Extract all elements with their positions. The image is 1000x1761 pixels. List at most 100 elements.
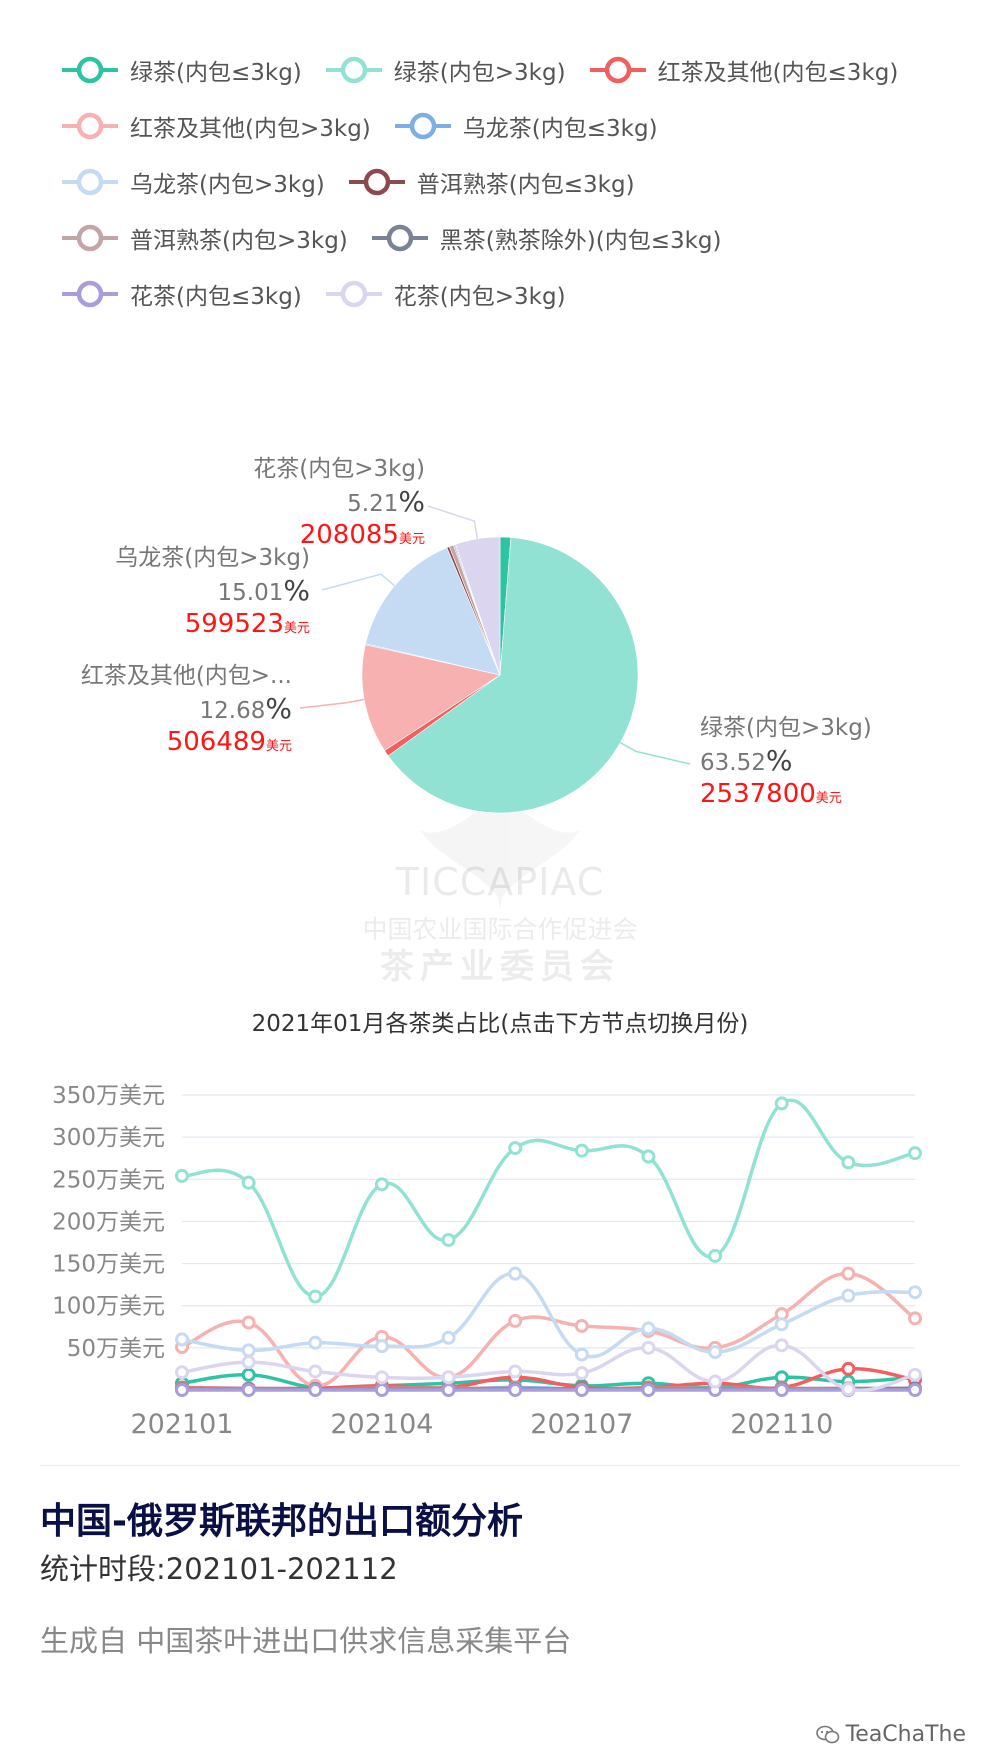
data-point[interactable] (774, 1096, 789, 1111)
data-point[interactable] (841, 1155, 856, 1170)
data-point[interactable] (508, 1313, 523, 1328)
chart-legend: 绿茶(内包≤3kg) 绿茶(内包>3kg) 红茶及其他(内包≤3kg) 红茶及其他(内… (60, 42, 960, 322)
data-point[interactable] (308, 1364, 323, 1379)
report-source: 生成自 中国茶叶进出口供求信息采集平台 (40, 1624, 572, 1658)
y-tick-label: 150万美元 (52, 1252, 165, 1278)
data-point[interactable] (175, 1383, 189, 1397)
pie-label-amount: 208085 (299, 519, 399, 550)
data-point[interactable] (841, 1382, 856, 1397)
x-tick-label: 202107 (530, 1409, 633, 1440)
data-point[interactable] (308, 1335, 323, 1350)
data-point[interactable] (508, 1383, 523, 1397)
data-point[interactable] (574, 1366, 589, 1381)
data-point[interactable] (241, 1367, 256, 1382)
legend-item[interactable]: 花茶(内包≤3kg) (60, 277, 302, 311)
pie-chart[interactable] (0, 440, 1000, 840)
divider (40, 1465, 960, 1466)
line-series (175, 1383, 922, 1397)
pie-leader-line (427, 505, 479, 539)
data-point[interactable] (908, 1285, 922, 1300)
pie-label-pct: 63.52 (700, 749, 766, 776)
data-point[interactable] (774, 1338, 789, 1353)
y-tick-label: 300万美元 (52, 1125, 165, 1151)
data-point[interactable] (841, 1266, 856, 1281)
data-point[interactable] (574, 1347, 589, 1362)
data-point[interactable] (908, 1311, 922, 1326)
legend-symbol-icon (348, 168, 405, 196)
data-point[interactable] (441, 1330, 456, 1345)
pie-label-green-tea-large: 绿茶(内包>3kg) 63.52% 2537800美元 (700, 714, 872, 810)
data-point[interactable] (708, 1345, 723, 1360)
data-point[interactable] (841, 1361, 856, 1376)
data-point[interactable] (374, 1177, 389, 1192)
legend-item[interactable]: 红茶及其他(内包≤3kg) (588, 53, 899, 87)
legend-item[interactable]: 普洱熟茶(内包>3kg) (60, 221, 348, 255)
data-point[interactable] (441, 1383, 456, 1397)
data-point[interactable] (241, 1343, 256, 1358)
data-point[interactable] (175, 1168, 189, 1183)
data-point[interactable] (908, 1146, 922, 1161)
data-point[interactable] (508, 1141, 523, 1156)
data-point[interactable] (241, 1383, 256, 1397)
legend-item[interactable]: 花茶(内包>3kg) (324, 277, 566, 311)
legend-symbol-icon (325, 280, 382, 308)
legend-item[interactable]: 黑茶(熟茶除外)(内包≤3kg) (370, 221, 722, 255)
data-point[interactable] (574, 1318, 589, 1333)
x-tick-label: 202104 (330, 1409, 433, 1440)
data-point[interactable] (241, 1355, 256, 1370)
data-point[interactable] (574, 1383, 589, 1397)
pie-label-unit: 美元 (398, 531, 425, 547)
legend-item[interactable]: 绿茶(内包≤3kg) (60, 53, 302, 87)
pie-label-oolong-large: 乌龙茶(内包>3kg) 15.01% 599523美元 (60, 544, 310, 640)
data-point[interactable] (641, 1321, 656, 1336)
data-point[interactable] (641, 1149, 656, 1164)
line-series (175, 1266, 922, 1362)
data-point[interactable] (241, 1315, 256, 1330)
data-point[interactable] (374, 1383, 389, 1397)
legend-item[interactable]: 乌龙茶(内包≤3kg) (393, 109, 658, 143)
pie-slice[interactable] (455, 536, 501, 676)
data-point[interactable] (908, 1383, 922, 1397)
pie-label-unit: 美元 (283, 620, 310, 636)
data-point[interactable] (508, 1364, 523, 1379)
data-point[interactable] (441, 1370, 456, 1385)
y-tick-label: 350万美元 (52, 1083, 165, 1109)
legend-label: 红茶及其他(内包≤3kg) (657, 60, 899, 86)
pie-slice[interactable] (365, 547, 501, 676)
pie-label-pct-sign: % (283, 573, 310, 607)
data-point[interactable] (774, 1383, 789, 1397)
data-point[interactable] (175, 1365, 189, 1380)
data-point[interactable] (441, 1232, 456, 1247)
legend-label: 花茶(内包>3kg) (393, 284, 566, 310)
data-point[interactable] (708, 1248, 723, 1263)
data-point[interactable] (908, 1367, 922, 1382)
data-point[interactable] (508, 1266, 523, 1281)
data-point[interactable] (841, 1288, 856, 1303)
data-point[interactable] (175, 1332, 189, 1347)
watermark-org-line1: 中国农业国际合作促进会 (362, 915, 637, 944)
legend-item[interactable]: 乌龙茶(内包>3kg) (60, 165, 325, 199)
x-tick-label: 202101 (130, 1409, 233, 1440)
y-tick-label: 100万美元 (52, 1294, 165, 1320)
pie-slice[interactable] (387, 537, 639, 814)
data-point[interactable] (308, 1289, 323, 1304)
data-point[interactable] (374, 1339, 389, 1354)
data-point[interactable] (241, 1175, 256, 1190)
pie-label-black-tea-large: 红茶及其他(内包>... 12.68% 506489美元 (60, 662, 292, 758)
data-point[interactable] (774, 1317, 789, 1332)
data-point[interactable] (641, 1383, 656, 1397)
pie-label-pct: 15.01 (217, 579, 284, 606)
pie-leader-line (299, 698, 365, 709)
data-point[interactable] (641, 1340, 656, 1355)
legend-item[interactable]: 绿茶(内包>3kg) (324, 53, 566, 87)
legend-item[interactable]: 红茶及其他(内包>3kg) (60, 109, 371, 143)
data-point[interactable] (374, 1370, 389, 1385)
legend-item[interactable]: 普洱熟茶(内包≤3kg) (347, 165, 635, 199)
line-chart[interactable]: 50万美元 100万美元 150万美元 200万美元 250万美元 300万美元 350万美… (0, 1060, 1000, 1440)
chart-title: 2021年01月各茶类占比(点击下方节点切换月份) (251, 1011, 749, 1037)
data-point[interactable] (574, 1143, 589, 1158)
brand-name: TeaChaThe (845, 1722, 966, 1747)
data-point[interactable] (708, 1374, 723, 1389)
pie-label-scented-tea-large: 花茶(内包>3kg) 5.21% 208085美元 (120, 455, 425, 551)
data-point[interactable] (308, 1383, 323, 1397)
